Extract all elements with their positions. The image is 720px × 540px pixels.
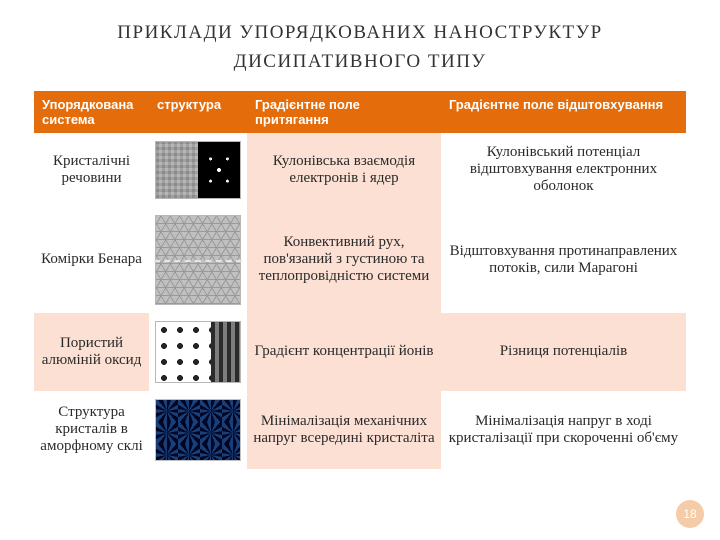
- table-row: Кристалічні речовини Кулонівська взаємод…: [34, 133, 686, 207]
- col-header-system: Упорядкована система: [34, 91, 149, 133]
- col-header-attract: Градієнтне поле притягання: [247, 91, 441, 133]
- cell-repulse: Відштовхування протинаправлених потоків,…: [441, 207, 686, 313]
- table-header-row: Упорядкована система структура Градієнтн…: [34, 91, 686, 133]
- cell-repulse: Кулонівський потенціал відштовхування ел…: [441, 133, 686, 207]
- structure-image-icon: [155, 399, 241, 461]
- cell-structure: [149, 313, 247, 391]
- col-header-structure: структура: [149, 91, 247, 133]
- cell-attract: Мінімалізація механічних напруг всередин…: [247, 391, 441, 469]
- title-line-1: ПРИКЛАДИ УПОРЯДКОВАНИХ НАНОСТРУКТУР: [117, 22, 602, 43]
- table-row: Комірки Бенара Конвективний рух, пов'яза…: [34, 207, 686, 313]
- title-line-2: ДИСИПАТИВНОГО ТИПУ: [234, 51, 487, 72]
- col-header-repulse: Градієнтне поле відштовхування: [441, 91, 686, 133]
- cell-structure: [149, 133, 247, 207]
- cell-repulse: Мінімалізація напруг в ході кристалізаці…: [441, 391, 686, 469]
- slide: ПРИКЛАДИ УПОРЯДКОВАНИХ НАНОСТРУКТУР ДИСИ…: [0, 0, 720, 540]
- slide-title: ПРИКЛАДИ УПОРЯДКОВАНИХ НАНОСТРУКТУР ДИСИ…: [34, 18, 686, 77]
- structure-image-icon: [155, 215, 241, 305]
- examples-table: Упорядкована система структура Градієнтн…: [34, 91, 686, 469]
- cell-structure: [149, 391, 247, 469]
- cell-attract: Конвективний рух, пов'язаний з густиною …: [247, 207, 441, 313]
- cell-attract: Градієнт концентрації йонів: [247, 313, 441, 391]
- cell-system: Структура кристалів в аморфному склі: [34, 391, 149, 469]
- cell-system: Пористий алюміній оксид: [34, 313, 149, 391]
- table-row: Структура кристалів в аморфному склі Мін…: [34, 391, 686, 469]
- cell-attract: Кулонівська взаємодія електронів і ядер: [247, 133, 441, 207]
- cell-structure: [149, 207, 247, 313]
- cell-repulse: Різниця потенціалів: [441, 313, 686, 391]
- cell-system: Комірки Бенара: [34, 207, 149, 313]
- structure-image-icon: [155, 321, 241, 383]
- cell-system: Кристалічні речовини: [34, 133, 149, 207]
- table-row: Пористий алюміній оксид Градієнт концент…: [34, 313, 686, 391]
- structure-image-icon: [155, 141, 241, 199]
- page-number-badge: 18: [676, 500, 704, 528]
